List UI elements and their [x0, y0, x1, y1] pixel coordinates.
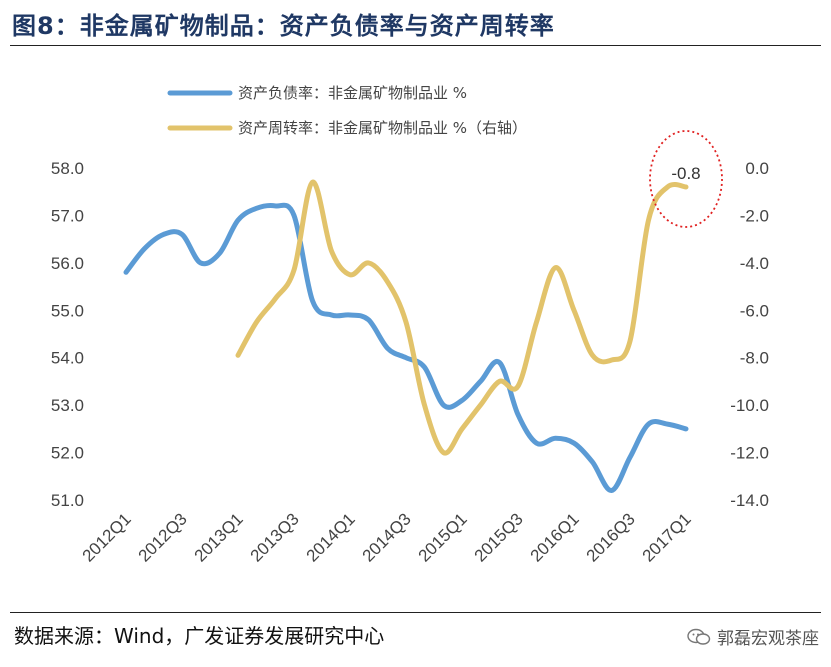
x-tick-label: 2017Q1	[639, 509, 695, 565]
x-tick-label: 2013Q3	[247, 509, 303, 565]
x-tick-label: 2016Q1	[527, 509, 583, 565]
series-line-turnover-ratio	[235, 179, 689, 456]
y-axis-right: 0.0 -2.0 -4.0 -6.0 -8.0 -10.0 -12.0 -14.0	[730, 159, 769, 510]
x-tick-label: 2015Q3	[471, 509, 527, 565]
x-tick-label: 2014Q3	[359, 509, 415, 565]
x-tick-label: 2012Q1	[79, 509, 135, 565]
series-line-debt-ratio	[123, 202, 689, 493]
legend: 资产负债率：非金属矿物制品业 % 资产周转率：非金属矿物制品业 %（右轴）	[167, 84, 527, 137]
legend-label-left: 资产负债率：非金属矿物制品业 %	[238, 84, 467, 102]
y-left-tick-label: 51.0	[51, 491, 84, 510]
y-right-tick-label: -8.0	[740, 349, 769, 368]
y-right-tick-label: -6.0	[740, 301, 769, 320]
y-right-tick-label: -12.0	[730, 444, 769, 463]
chart-area: 资产负债率：非金属矿物制品业 % 资产周转率：非金属矿物制品业 %（右轴） 58…	[51, 84, 769, 566]
x-tick-label: 2013Q1	[191, 509, 247, 565]
x-axis: 2012Q1 2012Q3 2013Q1 2013Q3 2014Q1 2014Q3 2015…	[79, 509, 695, 565]
annotation-label: -0.8	[671, 164, 700, 183]
chart-title: 图8：非金属矿物制品：资产负债率与资产周转率	[12, 12, 555, 40]
legend-label-right: 资产周转率：非金属矿物制品业 %（右轴）	[238, 119, 527, 137]
data-source: 数据来源：Wind，广发证券发展研究中心	[14, 624, 385, 648]
y-right-tick-label: 0.0	[745, 159, 769, 178]
title-divider	[10, 45, 821, 46]
x-tick-label: 2012Q3	[135, 509, 191, 565]
watermark-text: 郭磊宏观茶座	[717, 629, 819, 649]
series-layer	[123, 179, 689, 493]
x-tick-label: 2015Q1	[415, 509, 471, 565]
y-right-tick-label: -2.0	[740, 206, 769, 225]
x-tick-label: 2016Q3	[583, 509, 639, 565]
y-left-tick-label: 57.0	[51, 206, 84, 225]
y-axis-left: 58.0 57.0 56.0 55.0 54.0 53.0 52.0 51.0	[51, 159, 84, 510]
y-left-tick-label: 52.0	[51, 444, 84, 463]
annotation-circle	[649, 130, 723, 228]
y-left-tick-label: 54.0	[51, 349, 84, 368]
y-left-tick-label: 56.0	[51, 254, 84, 273]
y-left-tick-label: 55.0	[51, 301, 84, 320]
annotation-layer: -0.8	[649, 130, 723, 228]
x-tick-label: 2014Q1	[303, 509, 359, 565]
y-left-tick-label: 58.0	[51, 159, 84, 178]
footer-divider	[10, 612, 821, 613]
wechat-icon	[687, 628, 711, 645]
y-left-tick-label: 53.0	[51, 396, 84, 415]
y-right-tick-label: -14.0	[730, 491, 769, 510]
y-right-tick-label: -10.0	[730, 396, 769, 415]
y-right-tick-label: -4.0	[740, 254, 769, 273]
watermark: 郭磊宏观茶座	[687, 624, 819, 649]
